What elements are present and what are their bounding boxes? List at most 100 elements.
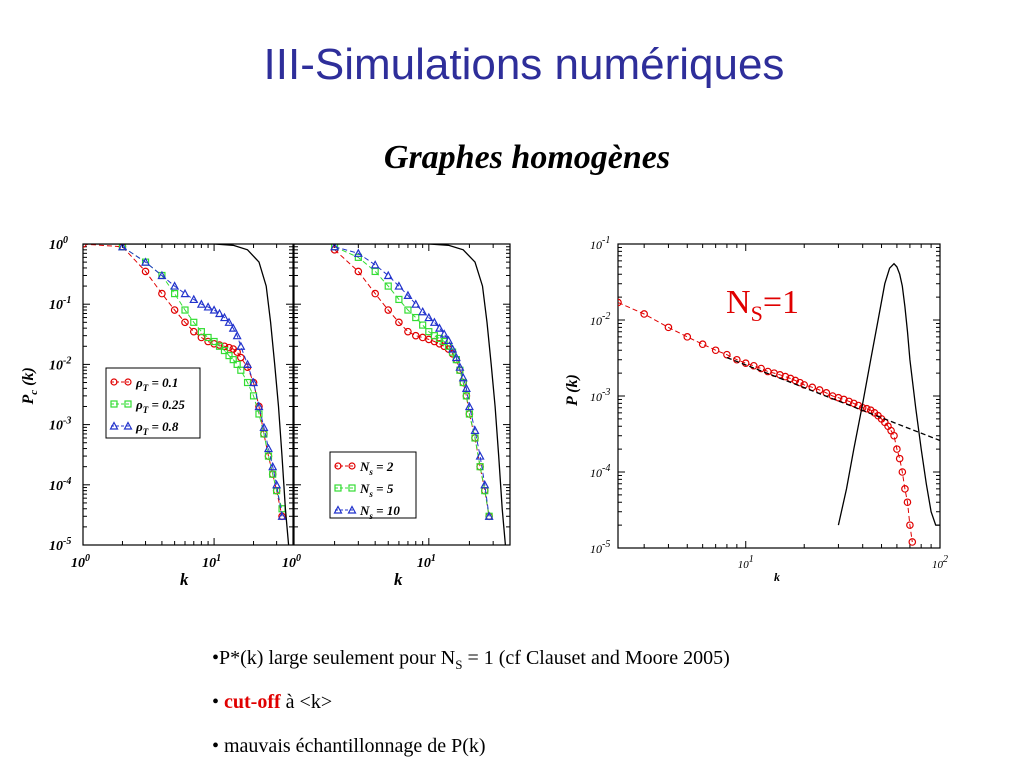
data-point bbox=[440, 337, 448, 346]
data-point bbox=[411, 299, 421, 308]
x-tick-label: 101 bbox=[738, 554, 754, 571]
data-point bbox=[237, 353, 245, 362]
data-point bbox=[664, 323, 673, 332]
data-point bbox=[330, 244, 340, 251]
legend-marker bbox=[110, 400, 118, 408]
data-point bbox=[190, 318, 198, 326]
data-point bbox=[232, 330, 242, 340]
data-point bbox=[263, 443, 273, 453]
data-point bbox=[781, 372, 790, 381]
data-point bbox=[901, 485, 909, 493]
data-point bbox=[197, 328, 205, 336]
series-line-1 bbox=[122, 246, 283, 509]
data-point bbox=[189, 327, 198, 336]
data-point bbox=[465, 410, 474, 418]
data-point bbox=[412, 313, 420, 322]
series-line-2 bbox=[837, 262, 940, 526]
chart-panel-left-b: 100 101 k Ns = 2 Ns = 5 Ns = 10 bbox=[282, 243, 511, 589]
data-point bbox=[411, 331, 420, 340]
data-point bbox=[353, 248, 363, 257]
y-tick-label: 10-4 bbox=[49, 476, 71, 494]
data-point bbox=[640, 310, 648, 318]
data-point bbox=[908, 538, 917, 546]
bullet-1-prefix: •P*(k) large seulement pour N bbox=[212, 647, 456, 669]
page-subtitle: Graphes homogènes bbox=[383, 139, 671, 176]
legend-marker bbox=[110, 378, 118, 386]
series-line-2 bbox=[122, 246, 283, 517]
data-point bbox=[455, 362, 465, 371]
series-line-1 bbox=[726, 356, 940, 442]
data-point bbox=[429, 317, 439, 326]
data-point bbox=[395, 295, 403, 304]
series-line-3 bbox=[83, 244, 290, 545]
x-axis-label: k bbox=[180, 570, 189, 589]
y-tick-label: 10-5 bbox=[590, 539, 610, 556]
data-point bbox=[117, 244, 127, 251]
data-point bbox=[749, 361, 758, 370]
series-line-1 bbox=[334, 246, 490, 517]
bullet-list: •P*(k) large seulement pour NS = 1 (cf C… bbox=[212, 644, 730, 776]
data-point bbox=[796, 378, 804, 387]
data-point bbox=[404, 327, 412, 336]
data-point bbox=[475, 451, 485, 460]
data-point bbox=[384, 282, 392, 290]
data-point bbox=[906, 521, 914, 529]
series-line-2 bbox=[334, 246, 490, 517]
data-point bbox=[170, 306, 179, 314]
data-point bbox=[243, 359, 253, 368]
data-point bbox=[189, 294, 199, 304]
bullet-1: •P*(k) large seulement pour NS = 1 (cf C… bbox=[212, 644, 730, 688]
data-point bbox=[210, 337, 218, 346]
data-point bbox=[268, 461, 278, 471]
data-point bbox=[903, 498, 912, 507]
chart-panel-left-a: 100 101 100 10-1 10-2 10-3 10-4 10-5 k Pc (k) ρT =… bbox=[20, 235, 294, 589]
data-point bbox=[434, 323, 445, 332]
data-point bbox=[448, 344, 458, 353]
data-point bbox=[418, 333, 427, 342]
data-point bbox=[403, 290, 413, 300]
data-point bbox=[618, 298, 622, 307]
legend-label: Ns = 5 bbox=[359, 481, 394, 499]
data-point bbox=[354, 253, 362, 261]
data-point bbox=[370, 260, 380, 269]
data-point bbox=[243, 378, 252, 387]
data-point bbox=[141, 257, 151, 266]
data-point bbox=[180, 288, 190, 298]
data-point bbox=[471, 434, 479, 442]
data-point bbox=[757, 364, 765, 373]
data-point bbox=[158, 289, 166, 298]
legend-label: ρT = 0.25 bbox=[135, 397, 185, 415]
data-point bbox=[157, 270, 167, 280]
bullet-2-prefix: • bbox=[212, 691, 225, 713]
data-point bbox=[170, 281, 180, 290]
y-tick-label: 100 bbox=[49, 235, 68, 253]
data-point bbox=[683, 333, 692, 341]
data-point bbox=[898, 468, 907, 476]
data-point bbox=[354, 267, 363, 276]
legend-marker bbox=[334, 462, 342, 470]
series-line-0 bbox=[618, 302, 913, 543]
legend-marker bbox=[348, 462, 356, 470]
data-point bbox=[254, 401, 264, 411]
data-point bbox=[418, 306, 428, 316]
y-tick-label: 10-1 bbox=[590, 235, 610, 252]
y-tick-label: 10-1 bbox=[49, 295, 71, 313]
bullet-2: • cut-off à <k> bbox=[212, 688, 730, 732]
data-point bbox=[225, 352, 233, 360]
data-point bbox=[259, 422, 269, 431]
data-point bbox=[451, 352, 461, 362]
data-point bbox=[895, 454, 904, 463]
data-point bbox=[141, 267, 150, 276]
data-point bbox=[229, 356, 237, 364]
legend-label: Ns = 2 bbox=[359, 459, 394, 477]
data-point bbox=[237, 366, 245, 374]
data-point bbox=[425, 328, 433, 336]
y-axis-label: P (k) bbox=[564, 374, 581, 407]
legend-marker bbox=[123, 421, 133, 430]
data-point bbox=[220, 342, 229, 351]
data-point bbox=[203, 302, 213, 311]
x-tick-label: 102 bbox=[932, 554, 948, 571]
x-tick-label: 101 bbox=[417, 553, 436, 571]
data-point bbox=[219, 312, 229, 322]
